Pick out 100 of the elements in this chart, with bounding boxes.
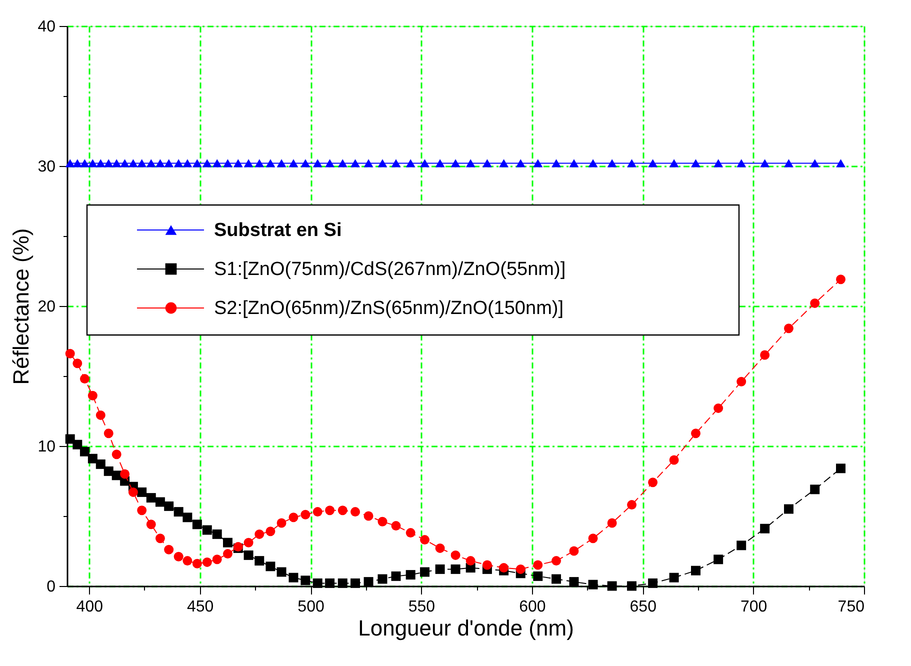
- point: [202, 525, 212, 535]
- point: [784, 324, 794, 334]
- y-tick-label: 40: [38, 18, 56, 36]
- legend-label: S2:[ZnO(65nm)/ZnS(65nm)/ZnO(150nm)]: [214, 298, 564, 319]
- point: [88, 390, 98, 400]
- point: [112, 450, 122, 460]
- point: [164, 544, 174, 554]
- point: [607, 518, 617, 528]
- point: [80, 446, 90, 456]
- point: [104, 159, 114, 168]
- point: [552, 159, 562, 168]
- point: [72, 159, 82, 168]
- point: [276, 567, 286, 577]
- point: [325, 578, 335, 588]
- point: [533, 159, 543, 168]
- point: [212, 529, 222, 539]
- x-tick-label: 400: [76, 598, 104, 616]
- point: [65, 159, 75, 168]
- point: [569, 159, 579, 168]
- point: [96, 410, 106, 420]
- point: [174, 507, 184, 517]
- point: [266, 562, 276, 572]
- point: [300, 510, 310, 520]
- point: [691, 159, 700, 168]
- point: [276, 518, 286, 528]
- point: [182, 159, 192, 168]
- y-tick-label: 10: [38, 438, 56, 456]
- point: [137, 487, 147, 497]
- point: [607, 159, 617, 168]
- point: [104, 466, 114, 476]
- point: [482, 159, 492, 168]
- point: [137, 506, 147, 516]
- point: [836, 464, 846, 474]
- point: [450, 550, 460, 560]
- point: [836, 159, 846, 168]
- point: [648, 478, 658, 488]
- point: [607, 581, 617, 591]
- point: [182, 512, 192, 522]
- point: [192, 159, 202, 168]
- point: [120, 469, 130, 479]
- point: [146, 159, 156, 168]
- point: [96, 159, 106, 168]
- point: [65, 348, 75, 358]
- point: [516, 159, 526, 168]
- point: [435, 564, 445, 574]
- point: [466, 159, 476, 168]
- point: [450, 159, 460, 168]
- point: [233, 159, 243, 168]
- x-tick-label: 700: [740, 598, 768, 616]
- point: [350, 578, 360, 588]
- point: [80, 374, 90, 384]
- point: [164, 159, 174, 168]
- point: [552, 556, 562, 566]
- point: [350, 159, 360, 168]
- point: [499, 563, 509, 573]
- x-tick-label: 550: [408, 598, 436, 616]
- point: [300, 576, 310, 586]
- point: [338, 159, 348, 168]
- point: [406, 528, 416, 538]
- point: [202, 557, 212, 567]
- point: [760, 350, 770, 360]
- point: [276, 159, 286, 168]
- point: [784, 159, 794, 168]
- point: [435, 159, 445, 168]
- point: [588, 159, 598, 168]
- point: [338, 506, 348, 516]
- point: [435, 543, 445, 553]
- point: [420, 567, 430, 577]
- point: [714, 554, 724, 564]
- point: [391, 571, 401, 581]
- point: [810, 484, 820, 494]
- point: [182, 556, 192, 566]
- point: [714, 403, 724, 413]
- point: [222, 538, 232, 548]
- point: [222, 549, 232, 559]
- point: [120, 159, 130, 168]
- point: [378, 574, 388, 584]
- point: [244, 550, 254, 560]
- point: [691, 428, 700, 438]
- y-tick-label: 30: [38, 158, 56, 176]
- point: [350, 507, 360, 517]
- point: [254, 556, 264, 566]
- x-tick-label: 600: [519, 598, 546, 616]
- point: [146, 493, 156, 503]
- y-axis-title: Réflectance (%): [8, 228, 34, 385]
- point: [338, 578, 348, 588]
- point: [569, 546, 579, 556]
- point: [88, 159, 98, 168]
- point: [212, 159, 222, 168]
- point: [760, 524, 770, 534]
- point: [466, 556, 476, 566]
- point: [174, 159, 184, 168]
- point: [266, 526, 276, 536]
- point: [569, 577, 579, 587]
- point: [364, 511, 374, 521]
- point: [325, 506, 335, 516]
- point: [836, 274, 846, 284]
- point: [420, 159, 430, 168]
- point: [810, 298, 820, 308]
- point: [96, 459, 106, 469]
